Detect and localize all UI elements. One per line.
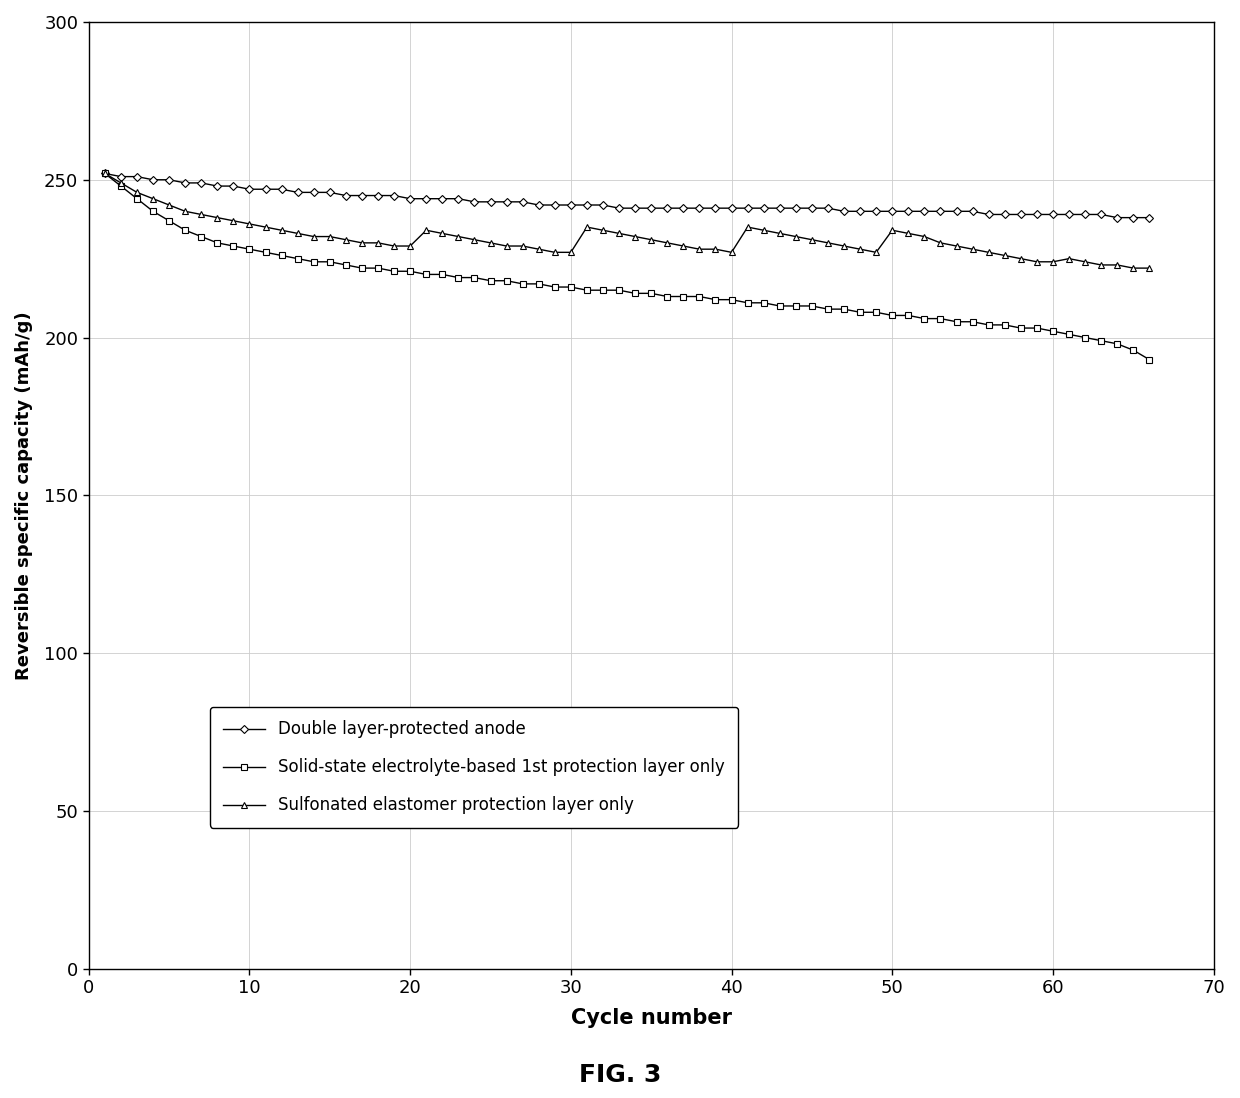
Line: Solid-state electrolyte-based 1st protection layer only: Solid-state electrolyte-based 1st protec… bbox=[102, 170, 1152, 362]
Solid-state electrolyte-based 1st protection layer only bbox=[916, 312, 931, 325]
Double layer-protected anode bbox=[419, 192, 434, 205]
Y-axis label: Reversible specific capacity (mAh/g): Reversible specific capacity (mAh/g) bbox=[15, 311, 33, 680]
Double layer-protected anode bbox=[1110, 211, 1125, 224]
Solid-state electrolyte-based 1st protection layer only bbox=[1142, 354, 1157, 367]
Line: Double layer-protected anode: Double layer-protected anode bbox=[102, 170, 1152, 221]
Sulfonated elastomer protection layer only bbox=[355, 236, 370, 249]
Double layer-protected anode bbox=[1142, 211, 1157, 224]
Sulfonated elastomer protection layer only bbox=[1126, 261, 1141, 274]
Sulfonated elastomer protection layer only bbox=[547, 246, 562, 259]
X-axis label: Cycle number: Cycle number bbox=[570, 1008, 732, 1028]
Solid-state electrolyte-based 1st protection layer only bbox=[547, 280, 562, 293]
Sulfonated elastomer protection layer only bbox=[98, 167, 113, 180]
Double layer-protected anode bbox=[547, 199, 562, 212]
Text: FIG. 3: FIG. 3 bbox=[579, 1063, 661, 1087]
Double layer-protected anode bbox=[355, 189, 370, 202]
Solid-state electrolyte-based 1st protection layer only bbox=[98, 167, 113, 180]
Double layer-protected anode bbox=[177, 177, 192, 190]
Sulfonated elastomer protection layer only bbox=[1142, 261, 1157, 274]
Double layer-protected anode bbox=[1061, 208, 1076, 221]
Solid-state electrolyte-based 1st protection layer only bbox=[258, 246, 273, 259]
Sulfonated elastomer protection layer only bbox=[916, 229, 931, 243]
Solid-state electrolyte-based 1st protection layer only bbox=[355, 261, 370, 274]
Double layer-protected anode bbox=[916, 204, 931, 217]
Double layer-protected anode bbox=[98, 167, 113, 180]
Solid-state electrolyte-based 1st protection layer only bbox=[1061, 328, 1076, 341]
Solid-state electrolyte-based 1st protection layer only bbox=[419, 268, 434, 281]
Legend: Double layer-protected anode, Solid-state electrolyte-based 1st protection layer: Double layer-protected anode, Solid-stat… bbox=[210, 707, 738, 828]
Line: Sulfonated elastomer protection layer only: Sulfonated elastomer protection layer on… bbox=[102, 170, 1152, 271]
Sulfonated elastomer protection layer only bbox=[177, 204, 192, 217]
Sulfonated elastomer protection layer only bbox=[419, 224, 434, 237]
Sulfonated elastomer protection layer only bbox=[1061, 253, 1076, 266]
